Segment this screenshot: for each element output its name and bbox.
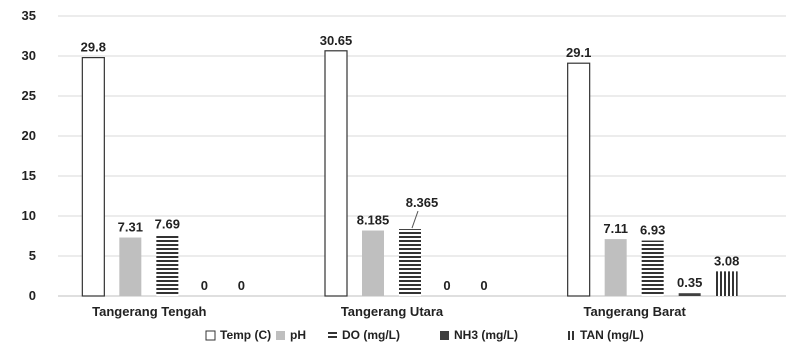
data-label: 0: [238, 278, 245, 293]
legend-swatch: [276, 331, 285, 340]
legend-label: DO (mg/L): [342, 328, 400, 342]
y-tick-label: 25: [22, 88, 36, 103]
legend-label: NH3 (mg/L): [454, 328, 518, 342]
bar-solid-dark: [678, 293, 701, 296]
category-label: Tangerang Barat: [583, 304, 686, 319]
bar-solid-gray: [604, 239, 627, 296]
y-tick-label: 35: [22, 8, 36, 23]
legend: Temp (C) pH DO (mg/L) NH3 (mg/L) TAN (mg/L): [205, 328, 644, 342]
legend-label: pH: [290, 328, 306, 342]
bar-horizontal-lines: [399, 229, 421, 296]
data-label: 6.93: [640, 223, 665, 238]
data-label: 29.8: [81, 40, 106, 55]
bar-horizontal-lines: [156, 234, 179, 296]
data-label: 29.1: [566, 45, 591, 60]
y-tick-label: 20: [22, 128, 36, 143]
data-label: 0: [443, 278, 450, 293]
category-label: Tangerang Tengah: [92, 304, 206, 319]
y-tick-label: 30: [22, 48, 36, 63]
legend-swatch: [328, 331, 337, 340]
category-label: Tangerang Utara: [341, 304, 444, 319]
data-label: 8.185: [357, 213, 390, 228]
data-label: 7.11: [603, 221, 628, 236]
data-label: 30.65: [320, 33, 353, 48]
data-label: 0: [480, 278, 487, 293]
bar-solid-gray: [362, 230, 384, 296]
bar-horizontal-lines: [641, 240, 664, 296]
data-label: 8.365: [406, 195, 439, 210]
data-label: 3.08: [714, 253, 739, 268]
bar-solid-gray: [119, 237, 142, 296]
y-tick-label: 0: [29, 288, 36, 303]
legend-swatch: [566, 331, 575, 340]
y-tick-label: 5: [29, 248, 36, 263]
callout-line: [411, 210, 419, 229]
data-label: 0: [201, 278, 208, 293]
legend-label: Temp (C): [220, 328, 271, 342]
bar-vertical-lines: [715, 271, 738, 296]
data-label: 7.31: [118, 220, 143, 235]
legend-swatch: [205, 330, 216, 341]
bar-hollow: [81, 56, 105, 297]
y-tick-label: 15: [22, 168, 36, 183]
bar-hollow: [567, 62, 591, 297]
bar-hollow: [324, 50, 348, 297]
data-label: 0.35: [677, 275, 702, 290]
data-label: 7.69: [155, 216, 180, 231]
legend-label: TAN (mg/L): [580, 328, 644, 342]
y-tick-label: 10: [22, 208, 36, 223]
legend-swatch: [440, 331, 449, 340]
